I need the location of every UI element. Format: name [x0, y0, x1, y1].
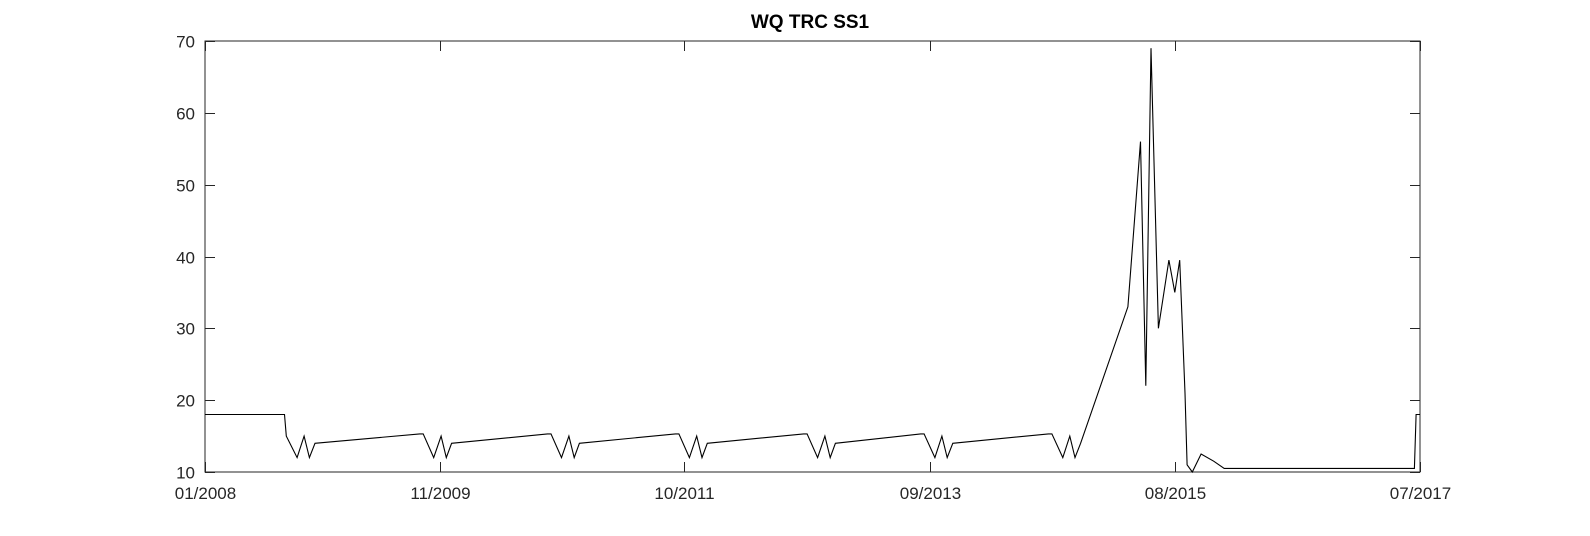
y-tick-label: 20 — [176, 392, 195, 411]
x-tick-label: 01/2008 — [175, 484, 236, 503]
x-tick-label: 10/2011 — [654, 484, 714, 503]
y-tick-label: 30 — [176, 320, 195, 339]
x-tick-label: 11/2009 — [410, 484, 470, 503]
plot-area-box — [204, 40, 1421, 473]
tick-layer: 10 20 30 40 50 60 70 01/2008 11/2009 10/2011 09/20… — [175, 33, 1451, 504]
y-tick-label: 40 — [176, 249, 195, 268]
chart-title: WQ TRC SS1 — [751, 12, 870, 33]
series-line-0 — [205, 48, 1420, 474]
x-tick-label: 09/2013 — [900, 484, 961, 503]
series-layer — [205, 48, 1420, 474]
y-tick-label: 60 — [176, 105, 195, 124]
y-tick-label: 70 — [176, 33, 195, 52]
y-tick-label: 10 — [176, 464, 195, 483]
y-tick-label: 50 — [176, 177, 195, 196]
x-tick-label: 08/2015 — [1145, 484, 1206, 503]
x-tick-label: 07/2017 — [1390, 484, 1451, 503]
